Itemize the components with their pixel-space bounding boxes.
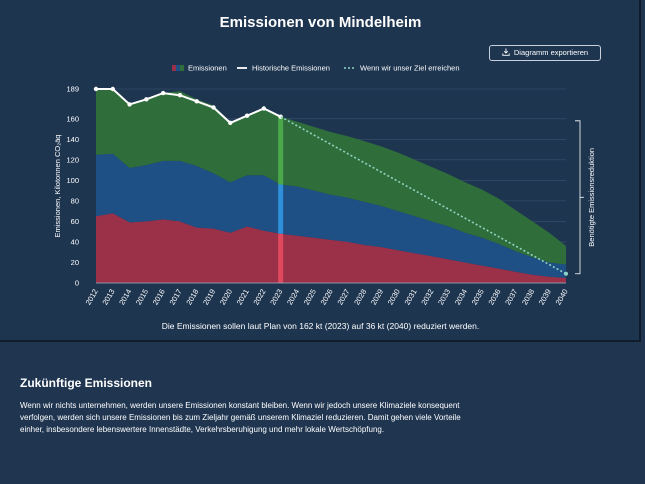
x-tick-label: 2031 bbox=[403, 288, 419, 307]
y-tick-label: 189 bbox=[66, 85, 79, 94]
historical-point bbox=[261, 106, 267, 111]
x-tick-label: 2039 bbox=[537, 288, 553, 307]
export-button-label: Diagramm exportieren bbox=[513, 48, 589, 57]
y-tick-label: 160 bbox=[66, 114, 79, 123]
x-tick-label: 2040 bbox=[554, 288, 570, 307]
x-tick-label: 2028 bbox=[352, 288, 368, 307]
chart-title: Emissionen von Mindelheim bbox=[219, 14, 422, 31]
x-tick-label: 2013 bbox=[100, 288, 116, 307]
x-tick-label: 2015 bbox=[134, 288, 150, 307]
x-tick-label: 2017 bbox=[168, 288, 184, 307]
y-tick-label: 120 bbox=[66, 155, 79, 164]
emissions-area-layer bbox=[96, 89, 566, 265]
historical-point bbox=[228, 120, 233, 126]
highlight-bar-segment bbox=[278, 116, 284, 185]
x-tick-label: 2016 bbox=[151, 288, 167, 307]
highlight-bar-segment bbox=[278, 233, 284, 283]
x-tick-label: 2021 bbox=[235, 288, 251, 307]
x-tick-label: 2026 bbox=[319, 288, 335, 307]
legend-label: Emissionen bbox=[188, 64, 227, 73]
historical-point bbox=[194, 99, 199, 104]
section-text: Wenn wir nichts unternehmen, werden unse… bbox=[20, 401, 461, 434]
legend-swatch-part bbox=[180, 65, 184, 71]
x-tick-label: 2030 bbox=[386, 288, 402, 307]
highlight-bar-segment bbox=[278, 184, 284, 234]
x-tick-label: 2012 bbox=[84, 288, 100, 307]
historical-point bbox=[110, 86, 115, 92]
x-tick-label: 2035 bbox=[470, 288, 486, 307]
x-tick-label: 2034 bbox=[453, 288, 469, 307]
x-tick-label: 2027 bbox=[335, 288, 351, 307]
historical-point bbox=[93, 86, 99, 92]
y-tick-label: 80 bbox=[71, 196, 79, 205]
section-title: Zukünftige Emissionen bbox=[20, 376, 153, 390]
emissions-area-layer bbox=[96, 213, 566, 283]
y-tick-label: 100 bbox=[66, 176, 79, 185]
y-tick-label: 40 bbox=[71, 237, 79, 246]
x-tick-label: 2019 bbox=[201, 288, 217, 307]
x-tick-label: 2037 bbox=[503, 288, 519, 307]
x-tick-label: 2029 bbox=[369, 288, 385, 307]
chart-panel: Emissionen von Mindelheim Diagramm expor… bbox=[0, 0, 641, 342]
y-tick-label: 0 bbox=[75, 279, 79, 288]
y-tick-label: 20 bbox=[71, 258, 79, 267]
x-tick-label: 2033 bbox=[436, 288, 452, 307]
target-end-point bbox=[564, 271, 568, 276]
y-tick-label: 140 bbox=[66, 135, 79, 144]
chart-caption: Die Emissionen sollen laut Plan von 162 … bbox=[161, 321, 480, 331]
x-tick-label: 2022 bbox=[251, 288, 267, 307]
historical-point bbox=[144, 97, 149, 102]
x-tick-label: 2014 bbox=[117, 288, 133, 307]
x-tick-label: 2036 bbox=[486, 288, 502, 307]
emissions-area-layer bbox=[96, 153, 566, 278]
historical-point bbox=[177, 92, 183, 98]
x-tick-label: 2018 bbox=[184, 288, 200, 307]
legend-swatch-part bbox=[172, 65, 176, 71]
reduction-annotation: Benötigte Emissionsreduktion bbox=[587, 148, 596, 247]
legend-swatch-part bbox=[176, 65, 180, 71]
download-icon bbox=[502, 48, 510, 56]
legend-label: Wenn wir unser Ziel erreichen bbox=[360, 64, 460, 73]
historical-point bbox=[160, 90, 166, 96]
historical-point bbox=[127, 102, 132, 107]
x-tick-label: 2025 bbox=[302, 288, 318, 307]
historical-emissions-line bbox=[96, 88, 282, 125]
x-tick-label: 2032 bbox=[419, 288, 435, 307]
x-tick-label: 2038 bbox=[520, 288, 536, 307]
y-tick-label: 60 bbox=[71, 217, 79, 226]
x-tick-label: 2023 bbox=[268, 288, 284, 307]
export-chart-button[interactable]: Diagramm exportieren bbox=[489, 45, 601, 61]
historical-point bbox=[244, 113, 250, 118]
legend-label: Historische Emissionen bbox=[252, 64, 330, 73]
x-tick-label: 2024 bbox=[285, 288, 301, 307]
x-tick-label: 2020 bbox=[218, 288, 234, 307]
y-axis-label: Emissionen, Kilotonnen CO₂äq bbox=[53, 135, 62, 238]
historical-point bbox=[211, 105, 216, 110]
reduction-bracket bbox=[575, 120, 581, 275]
